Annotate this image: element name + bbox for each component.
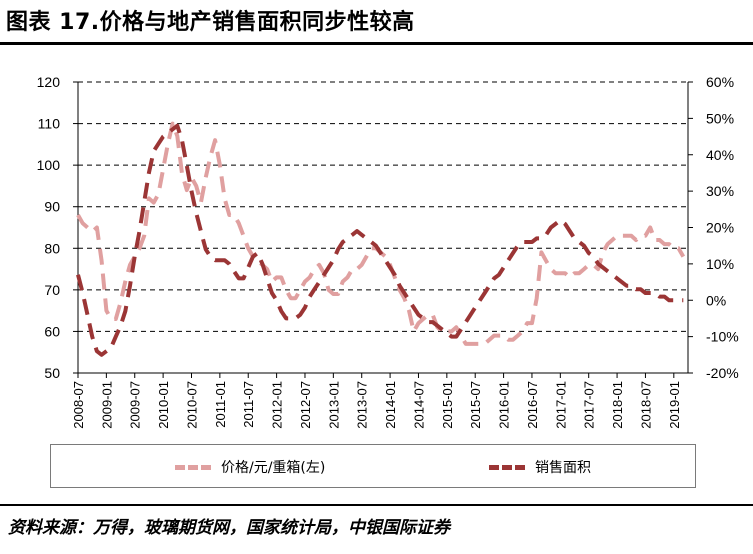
- right-tick-label: 60%: [706, 74, 734, 90]
- x-tick-label: 2011-01: [213, 381, 228, 428]
- source-note: 资料来源：万得，玻璃期货网，国家统计局，中银国际证券: [8, 518, 450, 538]
- x-tick-label: 2014-01: [383, 381, 398, 429]
- x-tick-label: 2012-07: [298, 381, 313, 429]
- x-tick-label: 2009-01: [99, 381, 114, 429]
- footer-divider: [0, 504, 753, 506]
- x-tick-label: 2009-07: [128, 381, 143, 429]
- left-tick-label: 90: [44, 199, 60, 215]
- left-tick-label: 110: [38, 116, 61, 132]
- x-tick-label: 2019-01: [667, 381, 682, 429]
- x-axis-ticks: 2008-07 2009-01 2009-07 2010-01 2010-07 2011-…: [71, 381, 682, 429]
- chart-legend: 价格/元/重箱(左) 销售面积: [50, 444, 696, 488]
- page-title: 图表 17.价格与地产销售面积同步性较高: [6, 10, 415, 35]
- x-tick-label: 2010-01: [156, 381, 171, 429]
- x-tick-label: 2012-01: [270, 381, 285, 429]
- x-tick-label: 2015-01: [440, 381, 455, 429]
- x-tick-label: 2011-07: [241, 381, 256, 428]
- legend-label-sales: 销售面积: [535, 460, 591, 476]
- x-tick-label: 2014-07: [411, 381, 426, 429]
- x-tick-label: 2015-07: [468, 381, 483, 429]
- right-tick-label: 0%: [706, 292, 726, 308]
- x-tick-label: 2017-01: [553, 381, 568, 429]
- right-tick-label: 10%: [706, 256, 734, 272]
- right-axis-ticks: -20% -10% 0% 10% 20% 30% 40% 50% 60%: [706, 74, 739, 381]
- series-layer: [76, 121, 686, 357]
- right-tick-label: 20%: [706, 220, 734, 236]
- legend-item-price: 价格/元/重箱(左): [175, 457, 325, 477]
- x-tick-label: 2013-07: [355, 381, 370, 429]
- left-tick-label: 80: [44, 240, 60, 256]
- left-tick-label: 120: [37, 74, 61, 90]
- left-tick-label: 60: [44, 323, 60, 339]
- right-tick-label: 50%: [706, 110, 734, 126]
- x-tick-label: 2013-01: [326, 381, 341, 429]
- left-axis-ticks: 50 60 70 80 90 100 110 120: [37, 74, 61, 381]
- series-line-sales: [76, 123, 684, 357]
- line-chart: 50 60 70 80 90 100 110 120 -20% -10% 0% 10% 20% 30% 4…: [37, 74, 739, 429]
- left-tick-label: 100: [37, 157, 61, 173]
- legend-label-price: 价格/元/重箱(左): [221, 460, 326, 476]
- right-tick-label: 30%: [706, 183, 734, 199]
- chart-axes: [73, 81, 693, 378]
- legend-swatch-sales: [489, 464, 525, 470]
- right-tick-label: 40%: [706, 147, 734, 163]
- left-tick-label: 50: [44, 365, 60, 381]
- x-tick-label: 2008-07: [71, 381, 86, 429]
- x-tick-label: 2017-07: [582, 381, 597, 429]
- legend-swatch-price: [175, 464, 211, 470]
- x-tick-label: 2018-01: [610, 381, 625, 429]
- x-tick-label: 2018-07: [638, 381, 653, 429]
- series-line-price: [76, 121, 686, 346]
- grid-lines: [78, 81, 688, 332]
- legend-item-sales: 销售面积: [489, 457, 591, 477]
- x-tick-label: 2010-07: [184, 381, 199, 429]
- x-tick-label: 2016-01: [497, 381, 512, 429]
- x-tick-label: 2016-07: [525, 381, 540, 429]
- right-tick-label: -20%: [706, 365, 739, 381]
- title-divider: [0, 42, 753, 45]
- right-tick-label: -10%: [706, 329, 739, 345]
- left-tick-label: 70: [44, 282, 60, 298]
